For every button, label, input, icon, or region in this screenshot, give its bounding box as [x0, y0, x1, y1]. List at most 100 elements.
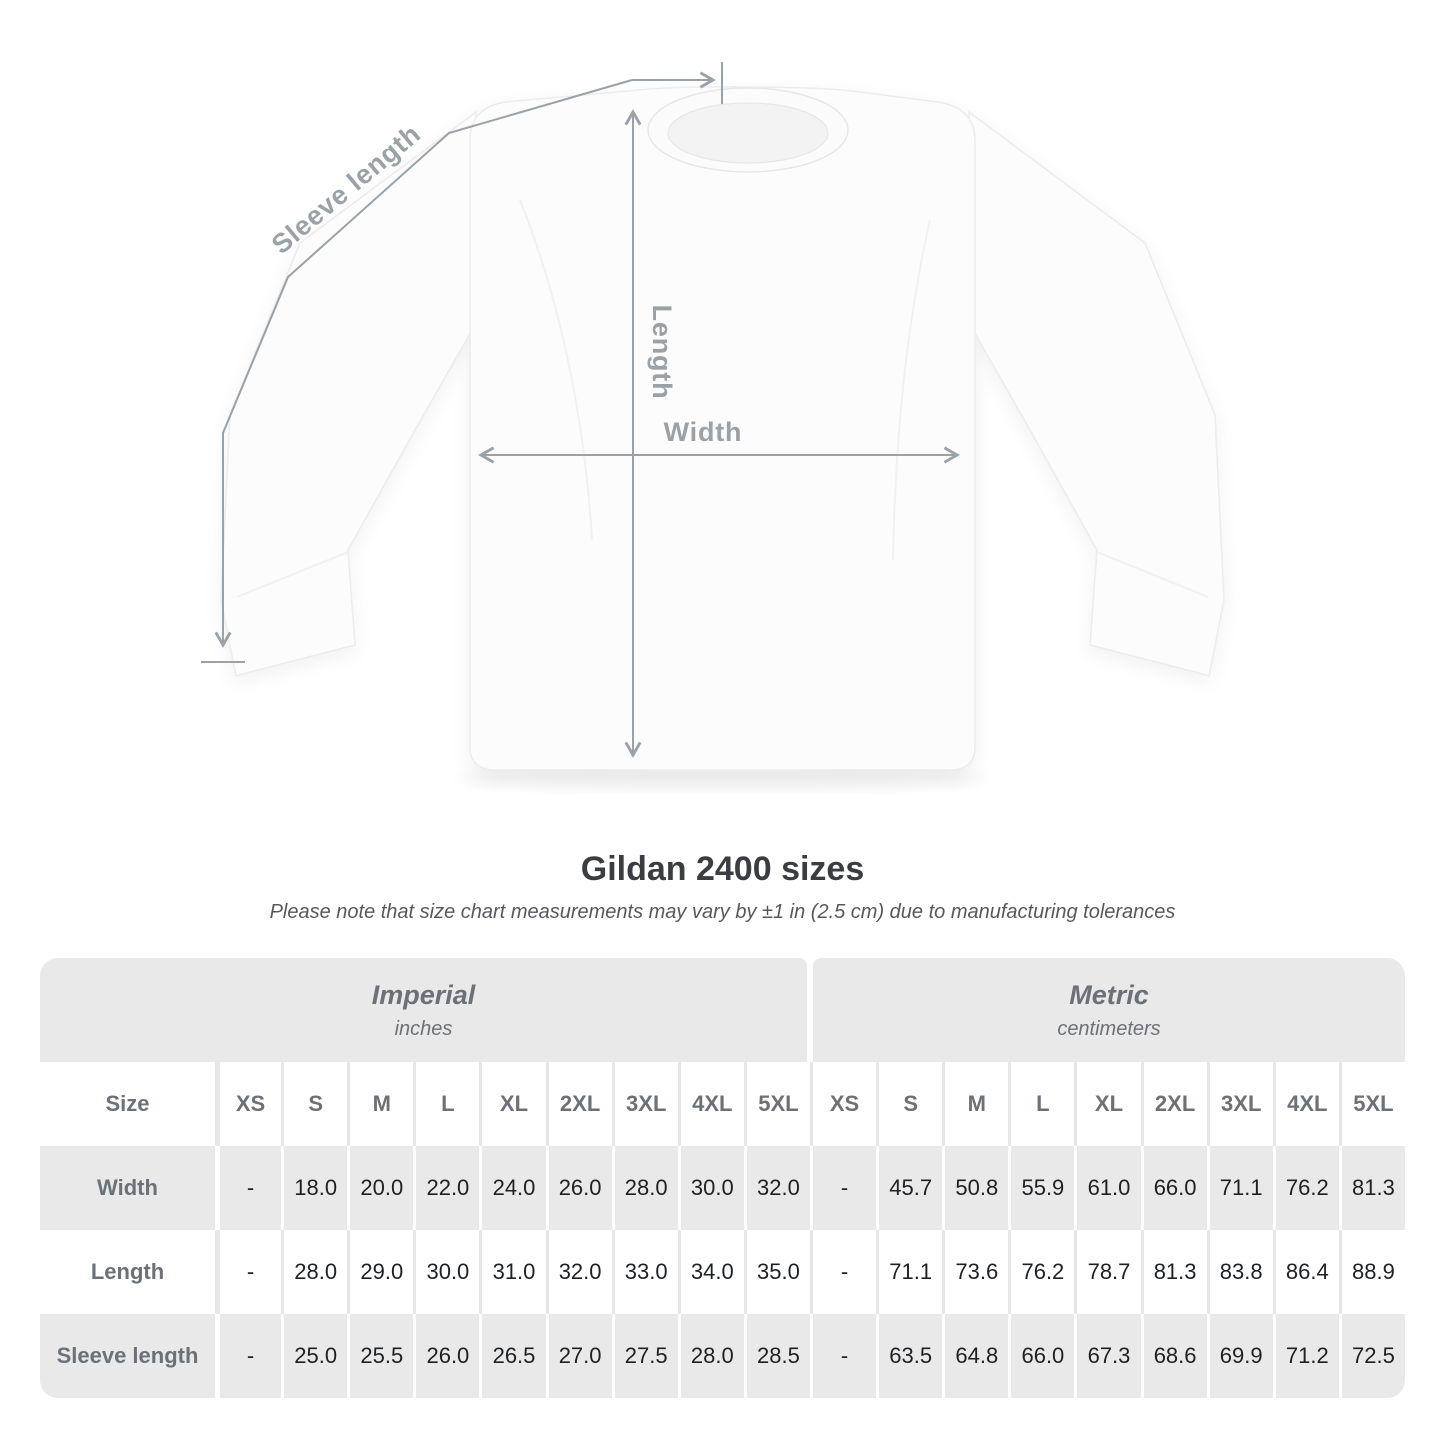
value-cell-metric: 72.5	[1338, 1314, 1405, 1398]
size-header-imperial-xl: XL	[479, 1062, 546, 1146]
value-cell-metric: 86.4	[1272, 1230, 1339, 1314]
body-fold-line	[892, 219, 931, 561]
tolerance-note: Please note that size chart measurements…	[269, 901, 1176, 923]
imperial-label: Imperial	[371, 979, 476, 1010]
size-header-imperial-s: S	[281, 1062, 348, 1146]
heading-block: Gildan 2400 sizes Please note that size …	[0, 850, 1445, 924]
value-cell-metric: 88.9	[1338, 1230, 1405, 1314]
size-table: Imperial inches Metric centimeters Size X…	[40, 958, 1405, 1398]
long-sleeve-shirt-graphic	[220, 86, 1225, 771]
value-cell-metric: 67.3	[1074, 1314, 1141, 1398]
value-cell-metric: 81.3	[1338, 1146, 1405, 1230]
value-cell-metric: 63.5	[876, 1314, 943, 1398]
metric-unit-header: Metric centimeters	[813, 958, 1405, 1062]
size-header-imperial-3xl: 3XL	[611, 1062, 678, 1146]
size-header-metric-m: M	[942, 1062, 1009, 1146]
unit-header-band: Imperial inches Metric centimeters	[40, 958, 1405, 1062]
length-label: Length	[647, 305, 677, 400]
value-cell-imperial: 25.0	[281, 1314, 348, 1398]
value-cell-metric: 71.1	[876, 1230, 943, 1314]
value-cell-metric: 55.9	[1008, 1146, 1075, 1230]
size-grid: Size XS S M L XL 2XL 3XL 4XL 5XL XS S M L XL 2XL 3XL 4XL 5…	[40, 1062, 1405, 1398]
value-cell-metric: 61.0	[1074, 1146, 1141, 1230]
row-label-width: Width	[40, 1146, 215, 1230]
value-cell-metric: 50.8	[942, 1146, 1009, 1230]
shirt-measurement-diagram: Sleeve length Length Width	[201, 62, 1225, 791]
row-label-length: Length	[40, 1230, 215, 1314]
value-cell-metric: 83.8	[1206, 1230, 1273, 1314]
value-cell-imperial: 24.0	[479, 1146, 546, 1230]
value-cell-imperial: 34.0	[677, 1230, 744, 1314]
value-cell-metric: -	[810, 1230, 877, 1314]
imperial-unit-header: Imperial inches	[40, 958, 807, 1062]
inches-label: inches	[394, 1017, 453, 1040]
value-cell-imperial: 27.5	[611, 1314, 678, 1398]
size-column-header: Size	[40, 1062, 215, 1146]
page-title: Gildan 2400 sizes	[580, 850, 865, 888]
size-header-imperial-2xl: 2XL	[545, 1062, 612, 1146]
size-header-imperial-xs: XS	[215, 1062, 282, 1146]
value-cell-metric: 64.8	[942, 1314, 1009, 1398]
value-cell-metric: 71.2	[1272, 1314, 1339, 1398]
value-cell-imperial: 32.0	[545, 1230, 612, 1314]
size-header-metric-2xl: 2XL	[1140, 1062, 1207, 1146]
row-label-sleeve-length: Sleeve length	[40, 1314, 215, 1398]
value-cell-imperial: -	[215, 1146, 282, 1230]
value-cell-imperial: 30.0	[413, 1230, 480, 1314]
value-cell-metric: 68.6	[1140, 1314, 1207, 1398]
value-cell-imperial: -	[215, 1314, 282, 1398]
value-cell-imperial: 32.0	[743, 1146, 810, 1230]
value-cell-imperial: 18.0	[281, 1146, 348, 1230]
value-cell-metric: 69.9	[1206, 1314, 1273, 1398]
centimeters-label: centimeters	[1057, 1017, 1161, 1040]
value-cell-metric: 78.7	[1074, 1230, 1141, 1314]
value-cell-metric: 76.2	[1272, 1146, 1339, 1230]
value-cell-imperial: 22.0	[413, 1146, 480, 1230]
size-header-metric-3xl: 3XL	[1206, 1062, 1273, 1146]
size-header-metric-4xl: 4XL	[1272, 1062, 1339, 1146]
value-cell-metric: -	[810, 1314, 877, 1398]
value-cell-metric: 66.0	[1140, 1146, 1207, 1230]
value-cell-imperial: 20.0	[347, 1146, 414, 1230]
size-header-metric-s: S	[876, 1062, 943, 1146]
value-cell-imperial: 28.0	[677, 1314, 744, 1398]
value-cell-metric: -	[810, 1146, 877, 1230]
value-cell-metric: 81.3	[1140, 1230, 1207, 1314]
value-cell-imperial: 28.0	[611, 1146, 678, 1230]
value-cell-metric: 66.0	[1008, 1314, 1075, 1398]
shirt-ground-shadow	[457, 765, 987, 791]
size-header-metric-l: L	[1008, 1062, 1075, 1146]
value-cell-imperial: 25.5	[347, 1314, 414, 1398]
body-fold-line	[519, 199, 593, 541]
value-cell-imperial: 26.5	[479, 1314, 546, 1398]
value-cell-imperial: -	[215, 1230, 282, 1314]
value-cell-imperial: 30.0	[677, 1146, 744, 1230]
value-cell-imperial: 27.0	[545, 1314, 612, 1398]
value-cell-imperial: 33.0	[611, 1230, 678, 1314]
size-header-imperial-m: M	[347, 1062, 414, 1146]
size-header-imperial-4xl: 4XL	[677, 1062, 744, 1146]
collar-inner	[667, 102, 829, 164]
size-header-imperial-5xl: 5XL	[743, 1062, 810, 1146]
size-header-metric-xl: XL	[1074, 1062, 1141, 1146]
value-cell-imperial: 35.0	[743, 1230, 810, 1314]
size-header-metric-5xl: 5XL	[1338, 1062, 1405, 1146]
value-cell-imperial: 29.0	[347, 1230, 414, 1314]
left-cuff-seam	[236, 551, 349, 598]
value-cell-metric: 71.1	[1206, 1146, 1273, 1230]
value-cell-imperial: 26.0	[413, 1314, 480, 1398]
value-cell-imperial: 28.5	[743, 1314, 810, 1398]
value-cell-imperial: 31.0	[479, 1230, 546, 1314]
right-cuff-seam	[1096, 551, 1209, 598]
value-cell-metric: 45.7	[876, 1146, 943, 1230]
value-cell-metric: 73.6	[942, 1230, 1009, 1314]
value-cell-imperial: 26.0	[545, 1146, 612, 1230]
size-header-imperial-l: L	[413, 1062, 480, 1146]
value-cell-imperial: 28.0	[281, 1230, 348, 1314]
width-label: Width	[664, 417, 743, 447]
metric-label: Metric	[1069, 979, 1149, 1010]
sleeve-length-arrow-line	[214, 79, 633, 648]
shirt-right-sleeve	[968, 110, 1225, 677]
size-header-metric-xs: XS	[810, 1062, 877, 1146]
